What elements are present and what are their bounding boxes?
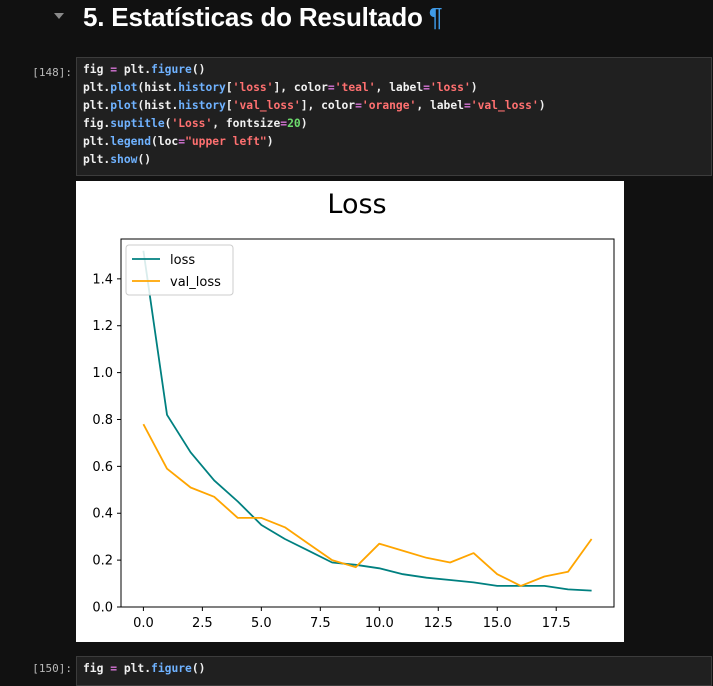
code-token: 20 [287, 117, 301, 130]
code-token: 'val_loss' [470, 99, 539, 112]
code-token: 'val_loss' [232, 99, 301, 112]
code-token: show [110, 153, 138, 166]
x-tick-label: 15.0 [483, 616, 512, 631]
code-line: fig = plt.figure() [83, 660, 711, 678]
code-token: = [327, 81, 335, 94]
cell-prompt: [148]: [32, 66, 72, 79]
legend-label-loss: loss [170, 253, 195, 268]
code-cell-editor[interactable]: fig = plt.figure() plt.plot(hist.history[… [76, 57, 712, 176]
code-token: , label [416, 99, 464, 112]
code-token: = [423, 81, 430, 94]
code-token: ) [538, 99, 546, 112]
code-token: fig [83, 662, 111, 675]
code-token: ) [266, 135, 274, 148]
code-token: "upper left" [185, 135, 267, 148]
code-token: (hist. [137, 99, 179, 112]
x-tick-label: 7.5 [310, 616, 331, 631]
code-token: , label [375, 81, 424, 94]
code-token: ], color [300, 99, 356, 112]
x-tick-label: 5.0 [251, 616, 272, 631]
code-token: legend [110, 135, 152, 148]
code-token: () [191, 662, 206, 675]
code-line: plt.legend(loc="upper left") [83, 133, 711, 151]
code-token: ( [164, 117, 172, 130]
code-token: ) [470, 81, 478, 94]
code-line: fig = plt.figure() [83, 61, 711, 79]
code-line: plt.plot(hist.history['val_loss'], color… [83, 97, 711, 115]
anchor-link[interactable]: ¶ [428, 2, 443, 32]
series-line-loss [142, 250, 592, 592]
code-line: plt.show() [83, 151, 711, 169]
code-token: (loc [151, 135, 179, 148]
loss-chart: Loss 0.0 2.5 5.0 7.5 10.0 12.5 15.0 17.5 0.0 0.2 0.… [92, 189, 615, 631]
x-tick-label: 2.5 [192, 616, 213, 631]
y-tick-label: 0.8 [92, 413, 113, 428]
x-tick-label: 10.0 [365, 616, 394, 631]
code-token: history [178, 81, 226, 94]
y-tick-label: 1.2 [92, 319, 113, 334]
code-token: 'orange' [361, 99, 417, 112]
code-token: plot [110, 81, 138, 94]
code-cell-editor-next[interactable]: fig = plt.figure() [76, 656, 712, 686]
output-plot: Loss 0.0 2.5 5.0 7.5 10.0 12.5 15.0 17.5 0.0 0.2 0.… [76, 181, 624, 642]
y-tick-label: 0.6 [92, 460, 113, 475]
code-token: 'teal' [334, 81, 376, 94]
legend-box [125, 244, 234, 296]
code-token: [ [225, 81, 233, 94]
section-title: 5. Estatísticas do Resultado [83, 2, 423, 32]
code-token: plt. [83, 99, 111, 112]
code-token: plt. [83, 153, 111, 166]
y-tick-label: 0.2 [92, 554, 113, 569]
code-token: = [110, 662, 118, 675]
code-token: suptitle [110, 117, 165, 130]
code-token: plt. [83, 81, 111, 94]
y-tick-label: 1.0 [92, 366, 113, 381]
code-token: 'loss' [429, 81, 471, 94]
code-token: = [280, 117, 288, 130]
code-token: plt. [117, 63, 152, 76]
collapse-caret-icon[interactable] [54, 13, 64, 19]
code-line: fig.suptitle('Loss', fontsize=20) [83, 115, 711, 133]
plot-frame [120, 238, 615, 608]
code-token: () [137, 153, 152, 166]
code-token: plt. [83, 135, 111, 148]
code-token: = [355, 99, 362, 112]
code-token: fig [83, 63, 111, 76]
code-token: [ [225, 99, 233, 112]
code-token: = [178, 135, 186, 148]
code-token: ], color [273, 81, 328, 94]
y-tick-label: 0.0 [92, 601, 113, 616]
code-token: 'Loss' [171, 117, 213, 130]
x-tick-label: 12.5 [424, 616, 453, 631]
code-token: ) [300, 117, 308, 130]
code-token: figure [151, 662, 192, 675]
code-token: history [178, 99, 226, 112]
legend-label-val_loss: val_loss [170, 275, 221, 290]
code-token: = [110, 63, 118, 76]
cell-prompt-next: [150]: [32, 662, 72, 675]
code-token: , fontsize [212, 117, 281, 130]
y-tick-label: 1.4 [92, 272, 113, 287]
series-line-val_loss [142, 423, 593, 587]
code-token: figure [151, 63, 192, 76]
code-token: = [463, 99, 471, 112]
code-token: () [191, 63, 206, 76]
code-token: (hist. [137, 81, 179, 94]
code-token: plot [110, 99, 138, 112]
y-tick-label: 0.4 [92, 507, 113, 522]
code-token: fig. [83, 117, 111, 130]
code-token: 'loss' [232, 81, 274, 94]
code-line: plt.plot(hist.history['loss'], color='te… [83, 79, 711, 97]
section-heading: 5. Estatísticas do Resultado ¶ [83, 2, 443, 33]
x-tick-label: 17.5 [542, 616, 571, 631]
code-token: plt. [117, 662, 152, 675]
chart-title: Loss [327, 189, 386, 220]
x-tick-label: 0.0 [133, 616, 154, 631]
